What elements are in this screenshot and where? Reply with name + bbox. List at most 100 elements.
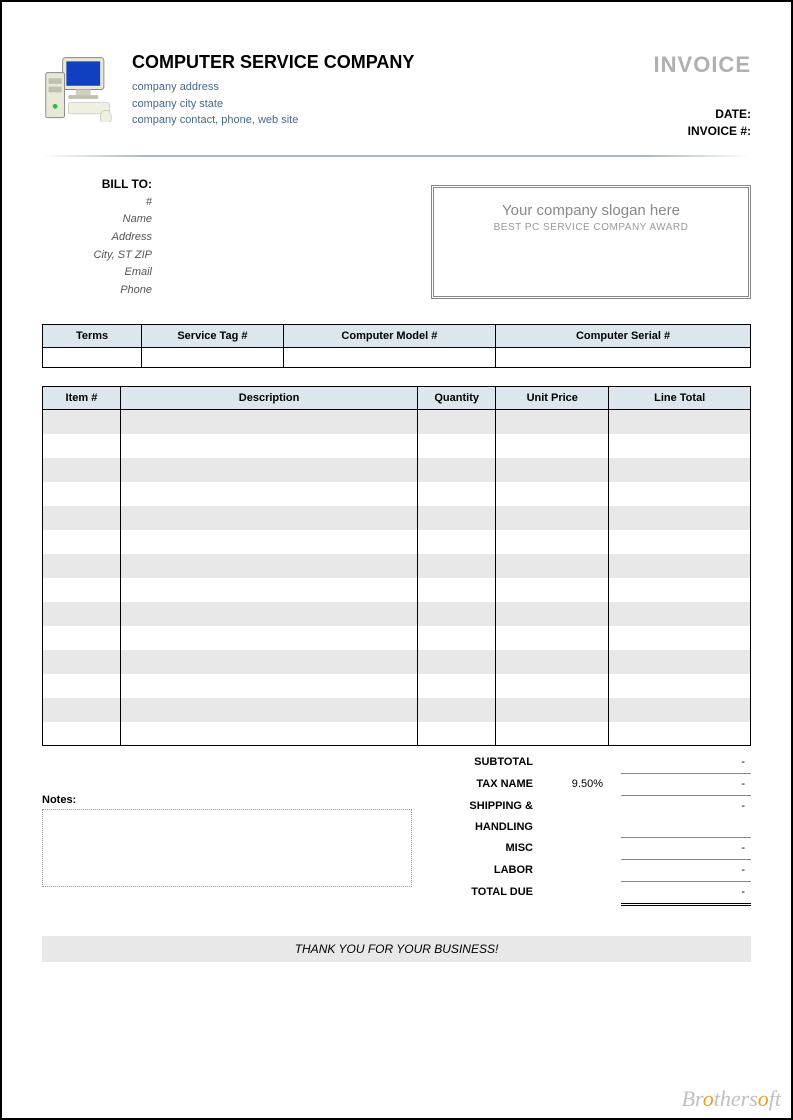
item-cell[interactable] <box>496 650 609 674</box>
item-cell[interactable] <box>120 458 417 482</box>
invoice-num-label: INVOICE #: <box>654 123 751 140</box>
item-cell[interactable] <box>418 554 496 578</box>
item-cell[interactable] <box>43 602 121 626</box>
item-cell[interactable] <box>120 626 417 650</box>
meta-header: Computer Serial # <box>496 325 751 348</box>
item-cell[interactable] <box>43 578 121 602</box>
company-city-state: company city state <box>132 96 654 113</box>
table-row <box>43 434 751 458</box>
bill-slogan-row: BILL TO: # Name Address City, ST ZIP Ema… <box>42 175 751 300</box>
item-cell[interactable] <box>43 722 121 746</box>
meta-cell[interactable] <box>283 348 495 368</box>
item-cell[interactable] <box>609 458 751 482</box>
item-cell[interactable] <box>496 554 609 578</box>
item-cell[interactable] <box>496 530 609 554</box>
total-label: SUBTOTAL <box>431 752 551 774</box>
item-cell[interactable] <box>120 674 417 698</box>
bill-to: BILL TO: # Name Address City, ST ZIP Ema… <box>42 175 152 300</box>
item-cell[interactable] <box>43 410 121 434</box>
item-cell[interactable] <box>43 506 121 530</box>
total-pct <box>551 838 621 860</box>
item-cell[interactable] <box>43 458 121 482</box>
item-cell[interactable] <box>418 626 496 650</box>
item-cell[interactable] <box>120 482 417 506</box>
item-cell[interactable] <box>418 602 496 626</box>
item-cell[interactable] <box>496 410 609 434</box>
item-cell[interactable] <box>496 506 609 530</box>
item-cell[interactable] <box>120 506 417 530</box>
item-cell[interactable] <box>609 554 751 578</box>
item-cell[interactable] <box>120 554 417 578</box>
item-cell[interactable] <box>43 434 121 458</box>
table-row <box>43 650 751 674</box>
item-cell[interactable] <box>43 626 121 650</box>
col-qty-header: Quantity <box>418 387 496 410</box>
item-cell[interactable] <box>609 530 751 554</box>
item-cell[interactable] <box>418 530 496 554</box>
item-cell[interactable] <box>496 458 609 482</box>
notes-label: Notes: <box>42 794 412 806</box>
item-cell[interactable] <box>609 578 751 602</box>
company-info: COMPUTER SERVICE COMPANY company address… <box>132 52 654 129</box>
item-cell[interactable] <box>496 698 609 722</box>
item-cell[interactable] <box>609 482 751 506</box>
meta-header: Service Tag # <box>142 325 284 348</box>
item-cell[interactable] <box>418 410 496 434</box>
item-cell[interactable] <box>418 458 496 482</box>
item-cell[interactable] <box>120 530 417 554</box>
bill-num: # <box>42 194 152 212</box>
item-cell[interactable] <box>496 626 609 650</box>
item-cell[interactable] <box>418 506 496 530</box>
item-cell[interactable] <box>418 650 496 674</box>
item-cell[interactable] <box>496 482 609 506</box>
item-cell[interactable] <box>120 650 417 674</box>
item-cell[interactable] <box>609 722 751 746</box>
item-cell[interactable] <box>43 674 121 698</box>
item-cell[interactable] <box>43 554 121 578</box>
invoice-meta: INVOICE DATE: INVOICE #: <box>654 52 751 140</box>
table-row <box>43 530 751 554</box>
item-cell[interactable] <box>43 530 121 554</box>
table-row <box>43 482 751 506</box>
item-cell[interactable] <box>609 674 751 698</box>
item-cell[interactable] <box>418 578 496 602</box>
item-cell[interactable] <box>43 698 121 722</box>
meta-cell[interactable] <box>496 348 751 368</box>
meta-cell[interactable] <box>142 348 284 368</box>
item-cell[interactable] <box>496 602 609 626</box>
item-cell[interactable] <box>496 674 609 698</box>
meta-cell[interactable] <box>43 348 142 368</box>
item-cell[interactable] <box>43 650 121 674</box>
bill-to-label: BILL TO: <box>42 175 152 194</box>
item-cell[interactable] <box>496 722 609 746</box>
total-row: TOTAL DUE- <box>431 882 751 906</box>
total-value: - <box>621 774 751 796</box>
item-cell[interactable] <box>609 410 751 434</box>
item-cell[interactable] <box>120 602 417 626</box>
item-cell[interactable] <box>609 626 751 650</box>
item-cell[interactable] <box>120 578 417 602</box>
company-contact: company contact, phone, web site <box>132 112 654 129</box>
items-table: Item # Description Quantity Unit Price L… <box>42 386 751 746</box>
total-value: - <box>621 882 751 906</box>
item-cell[interactable] <box>609 602 751 626</box>
header: COMPUTER SERVICE COMPANY company address… <box>42 52 751 140</box>
item-cell[interactable] <box>418 722 496 746</box>
item-cell[interactable] <box>496 434 609 458</box>
item-cell[interactable] <box>496 578 609 602</box>
item-cell[interactable] <box>120 410 417 434</box>
item-cell[interactable] <box>120 698 417 722</box>
item-cell[interactable] <box>609 434 751 458</box>
item-cell[interactable] <box>418 674 496 698</box>
item-cell[interactable] <box>418 698 496 722</box>
item-cell[interactable] <box>418 482 496 506</box>
item-cell[interactable] <box>609 650 751 674</box>
item-cell[interactable] <box>120 434 417 458</box>
item-cell[interactable] <box>43 482 121 506</box>
item-cell[interactable] <box>609 506 751 530</box>
notes-box[interactable] <box>42 809 412 887</box>
watermark: Brothersoft <box>682 1086 781 1112</box>
item-cell[interactable] <box>120 722 417 746</box>
item-cell[interactable] <box>418 434 496 458</box>
item-cell[interactable] <box>609 698 751 722</box>
